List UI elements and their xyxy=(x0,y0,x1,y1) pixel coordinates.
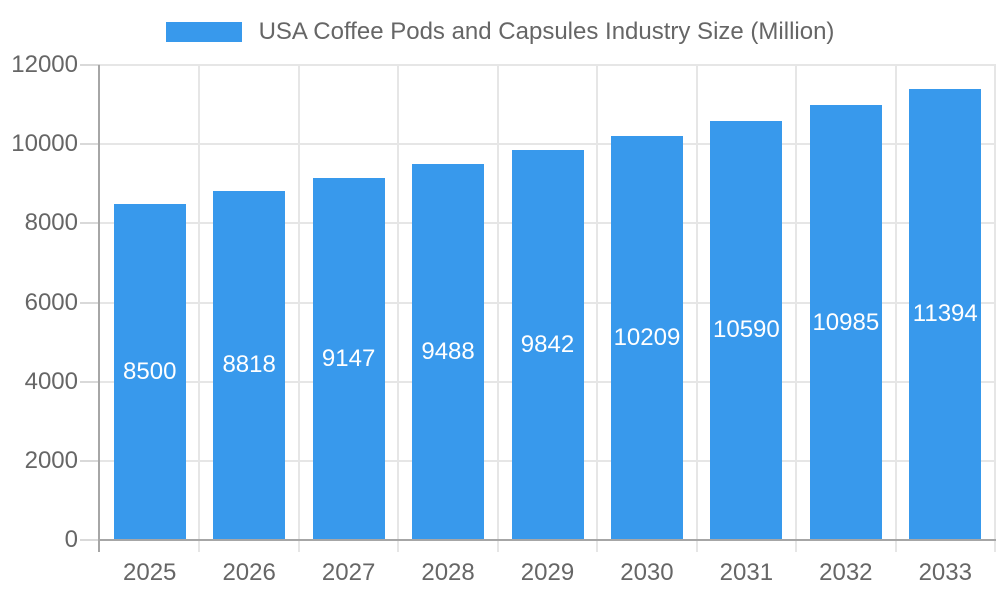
y-tick-mark xyxy=(80,380,100,383)
bar-value-label: 9488 xyxy=(421,338,475,366)
y-axis-label: 0 xyxy=(64,526,78,553)
bar-value-label: 8818 xyxy=(222,351,276,379)
x-axis-label: 2027 xyxy=(321,559,376,586)
legend-label: USA Coffee Pods and Capsules Industry Si… xyxy=(258,18,835,45)
x-axis-label: 2025 xyxy=(123,559,177,586)
x-axis-label: 2030 xyxy=(620,559,674,586)
bar-2032[interactable] xyxy=(809,105,882,540)
y-axis-label: 12000 xyxy=(11,51,78,78)
bar-2031[interactable] xyxy=(710,120,783,540)
x-gridline xyxy=(198,65,201,552)
y-tick-mark xyxy=(80,459,100,462)
y-axis-line xyxy=(98,65,100,552)
x-gridline xyxy=(795,65,798,552)
y-gridline xyxy=(100,143,996,146)
x-gridline xyxy=(994,65,996,552)
bar-value-label: 10985 xyxy=(812,308,880,336)
bar-2026[interactable] xyxy=(213,190,286,540)
y-axis-label: 6000 xyxy=(24,288,78,316)
bar-value-label: 9147 xyxy=(321,344,376,372)
bar-2029[interactable] xyxy=(511,150,584,540)
x-axis-label: 2033 xyxy=(918,559,972,586)
bar-2030[interactable] xyxy=(610,135,683,540)
legend-swatch xyxy=(165,22,242,42)
x-gridline xyxy=(397,65,400,552)
bar-value-label: 10209 xyxy=(613,323,681,351)
bar-value-label: 8500 xyxy=(123,357,177,385)
bar-2033[interactable] xyxy=(909,88,982,540)
y-gridline xyxy=(100,64,996,66)
x-gridline xyxy=(496,65,499,552)
x-gridline xyxy=(596,65,599,552)
y-axis-label: 8000 xyxy=(24,209,78,237)
y-tick-mark xyxy=(80,301,100,304)
x-axis-label: 2028 xyxy=(421,559,475,586)
x-gridline xyxy=(695,65,698,552)
bar-value-label: 10590 xyxy=(713,316,780,344)
y-axis-label: 2000 xyxy=(24,446,78,474)
x-axis-label: 2026 xyxy=(222,559,276,586)
bar-2025[interactable] xyxy=(113,203,186,540)
bar-value-label: 11394 xyxy=(912,300,978,328)
x-axis-label: 2032 xyxy=(819,559,873,586)
bar-2028[interactable] xyxy=(412,164,485,540)
y-axis-label: 4000 xyxy=(24,367,78,395)
x-gridline xyxy=(894,65,897,552)
y-tick-mark xyxy=(80,539,100,541)
y-axis-label: 10000 xyxy=(11,130,78,158)
bar-2027[interactable] xyxy=(312,177,385,540)
bar-value-label: 9842 xyxy=(520,331,575,359)
legend-item[interactable]: USA Coffee Pods and Capsules Industry Si… xyxy=(0,18,1000,46)
x-axis-label: 2031 xyxy=(719,559,774,586)
y-tick-mark xyxy=(80,64,100,66)
x-axis-line xyxy=(98,539,996,541)
x-gridline xyxy=(297,65,300,552)
x-axis-label: 2029 xyxy=(520,559,575,586)
y-tick-mark xyxy=(80,143,100,146)
y-tick-mark xyxy=(80,222,100,225)
